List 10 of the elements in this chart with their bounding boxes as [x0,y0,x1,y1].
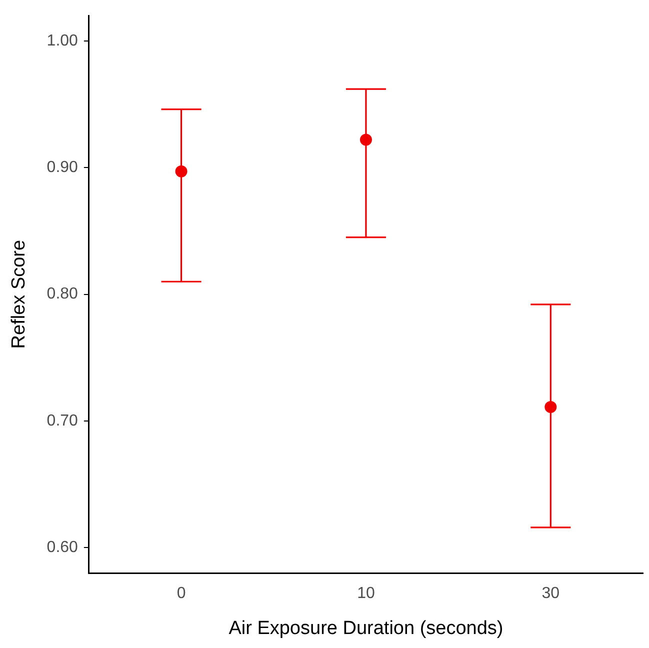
x-tick-label: 10 [357,585,375,602]
y-tick-label: 0.80 [46,286,78,303]
x-tick-label: 0 [176,585,186,602]
x-axis-title: Air Exposure Duration (seconds) [228,618,504,639]
x-tick-label: 30 [542,585,560,602]
y-tick-label: 0.70 [46,412,78,430]
y-axis-title: Reflex Score [8,240,30,349]
y-tick-label: 1.00 [46,32,78,50]
y-tick-label: 0.90 [46,159,78,176]
y-tick-label: 0.60 [46,539,78,556]
